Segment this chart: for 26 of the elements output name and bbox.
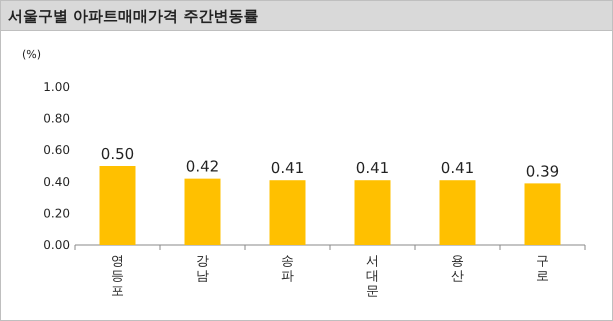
y-tick-label: 0.40	[43, 174, 70, 189]
y-tick-label: 0.60	[43, 143, 70, 158]
x-tick-label: 강남	[196, 254, 209, 284]
data-label: 0.39	[526, 162, 560, 180]
y-tick-label: 0.80	[43, 112, 70, 126]
y-tick-label: 0.20	[43, 206, 70, 220]
data-label: 0.41	[440, 159, 474, 178]
x-tick-label: 구로	[536, 254, 549, 284]
y-axis-title: (%)	[22, 48, 42, 61]
data-label: 0.50	[100, 145, 134, 163]
data-label: 0.42	[186, 158, 220, 176]
y-tick-label: 1.00	[43, 80, 70, 94]
x-tick-label: 영등포	[111, 254, 124, 299]
bar	[270, 180, 306, 245]
chart-title: 서울구별 아파트매매가격 주간변동률	[8, 7, 258, 25]
x-tick-label: 송파	[281, 254, 294, 284]
y-tick-label: 0.00	[43, 238, 70, 252]
bar	[524, 183, 560, 245]
x-tick-label: 서대문	[366, 254, 379, 299]
data-label: 0.41	[356, 159, 390, 178]
bar	[354, 180, 390, 245]
x-tick-label: 용산	[451, 254, 464, 284]
bar	[440, 180, 476, 245]
bar	[184, 178, 220, 245]
bar	[100, 166, 136, 245]
data-label: 0.41	[270, 159, 304, 178]
